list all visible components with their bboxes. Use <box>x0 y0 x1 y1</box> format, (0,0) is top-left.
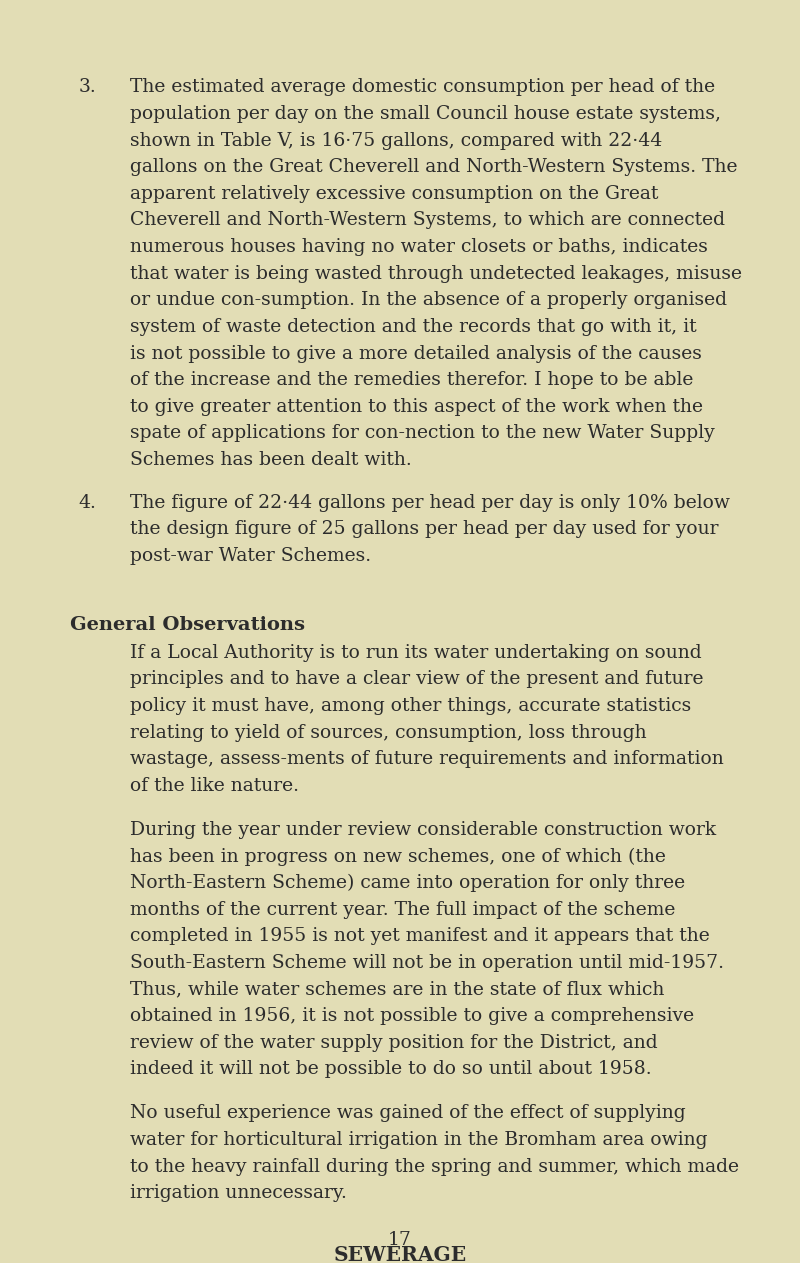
Text: has been in progress on new schemes, one of which (the: has been in progress on new schemes, one… <box>130 847 666 865</box>
Text: months of the current year. The full impact of the scheme: months of the current year. The full imp… <box>130 901 676 918</box>
Text: shown in Table V, is 16·75 gallons, compared with 22·44: shown in Table V, is 16·75 gallons, comp… <box>130 131 662 149</box>
Text: The estimated average domestic consumption per head of the: The estimated average domestic consumpti… <box>130 78 715 96</box>
Text: the design figure of 25 gallons per head per day used for your: the design figure of 25 gallons per head… <box>130 520 719 538</box>
Text: SEWERAGE: SEWERAGE <box>334 1245 466 1263</box>
Text: system of waste detection and the records that go with it, it: system of waste detection and the record… <box>130 318 697 336</box>
Text: completed in 1955 is not yet manifest and it appears that the: completed in 1955 is not yet manifest an… <box>130 927 710 945</box>
Text: of the increase and the remedies therefor. I hope to be able: of the increase and the remedies therefo… <box>130 371 694 389</box>
Text: to give greater attention to this aspect of the work when the: to give greater attention to this aspect… <box>130 398 703 416</box>
Text: If a Local Authority is to run its water undertaking on sound: If a Local Authority is to run its water… <box>130 644 702 662</box>
Text: 3.: 3. <box>78 78 96 96</box>
Text: that water is being wasted through undetected leakages, misuse: that water is being wasted through undet… <box>130 265 742 283</box>
Text: apparent relatively excessive consumption on the Great: apparent relatively excessive consumptio… <box>130 184 658 203</box>
Text: of the like nature.: of the like nature. <box>130 777 299 794</box>
Text: review of the water supply position for the District, and: review of the water supply position for … <box>130 1034 658 1052</box>
Text: irrigation unnecessary.: irrigation unnecessary. <box>130 1185 347 1202</box>
Text: During the year under review considerable construction work: During the year under review considerabl… <box>130 821 717 839</box>
Text: indeed it will not be possible to do so until about 1958.: indeed it will not be possible to do so … <box>130 1061 652 1079</box>
Text: spate of applications for con-nection to the new Water Supply: spate of applications for con-nection to… <box>130 424 715 442</box>
Text: or undue con-sumption. In the absence of a properly organised: or undue con-sumption. In the absence of… <box>130 292 727 309</box>
Text: The figure of 22·44 gallons per head per day is only 10% below: The figure of 22·44 gallons per head per… <box>130 494 730 512</box>
Text: is not possible to give a more detailed analysis of the causes: is not possible to give a more detailed … <box>130 345 702 362</box>
Text: Thus, while water schemes are in the state of flux which: Thus, while water schemes are in the sta… <box>130 980 665 999</box>
Text: General Observations: General Observations <box>70 616 306 634</box>
Text: population per day on the small Council house estate systems,: population per day on the small Council … <box>130 105 722 123</box>
Text: Cheverell and North-Western Systems, to which are connected: Cheverell and North-Western Systems, to … <box>130 211 726 230</box>
Text: 17: 17 <box>388 1231 412 1249</box>
Text: principles and to have a clear view of the present and future: principles and to have a clear view of t… <box>130 671 704 688</box>
Text: 4.: 4. <box>78 494 96 512</box>
Text: water for horticultural irrigation in the Bromham area owing: water for horticultural irrigation in th… <box>130 1130 708 1149</box>
Text: gallons on the Great Cheverell and North-Western Systems. The: gallons on the Great Cheverell and North… <box>130 158 738 176</box>
Text: No useful experience was gained of the effect of supplying: No useful experience was gained of the e… <box>130 1104 686 1123</box>
Text: North-Eastern Scheme) came into operation for only three: North-Eastern Scheme) came into operatio… <box>130 874 686 892</box>
Text: wastage, assess-ments of future requirements and information: wastage, assess-ments of future requirem… <box>130 750 724 768</box>
Text: policy it must have, among other things, accurate statistics: policy it must have, among other things,… <box>130 697 692 715</box>
Text: to the heavy rainfall during the spring and summer, which made: to the heavy rainfall during the spring … <box>130 1158 739 1176</box>
Text: obtained in 1956, it is not possible to give a comprehensive: obtained in 1956, it is not possible to … <box>130 1007 694 1026</box>
Text: South-Eastern Scheme will not be in operation until mid-1957.: South-Eastern Scheme will not be in oper… <box>130 954 725 973</box>
Text: post-war Water Schemes.: post-war Water Schemes. <box>130 547 371 565</box>
Text: Schemes has been dealt with.: Schemes has been dealt with. <box>130 451 412 469</box>
Text: relating to yield of sources, consumption, loss through: relating to yield of sources, consumptio… <box>130 724 647 741</box>
Text: numerous houses having no water closets or baths, indicates: numerous houses having no water closets … <box>130 237 708 256</box>
